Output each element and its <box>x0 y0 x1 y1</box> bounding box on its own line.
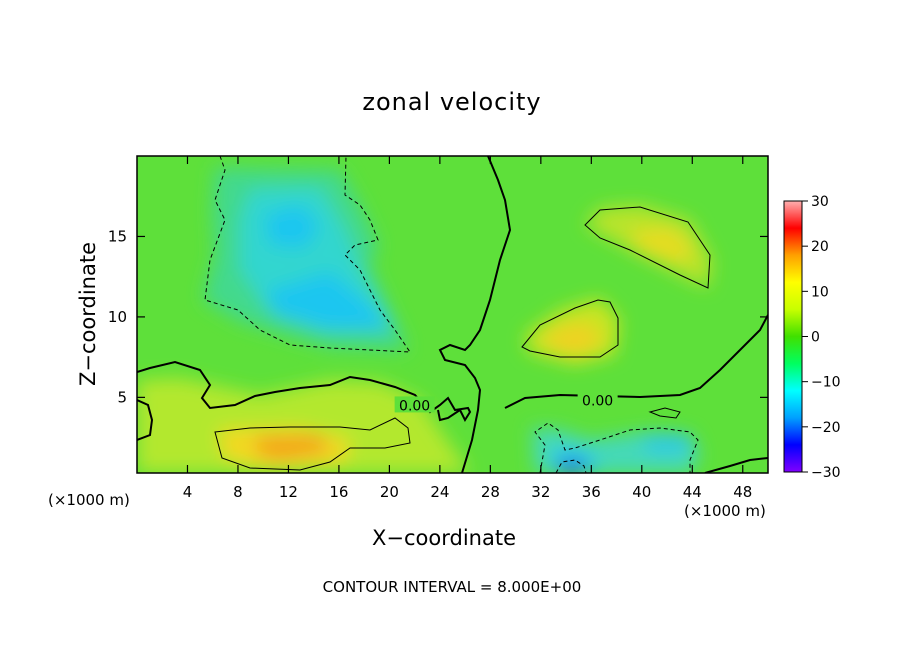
field-positive-upper-right-core <box>630 228 695 262</box>
contour-label: 0.00 <box>582 394 613 410</box>
field-negative-lower-right-core-2 <box>640 436 690 452</box>
colorbar-ticks: 30 20 10 0 −10 −20 −30 <box>802 194 841 481</box>
zero-contour-center <box>438 156 512 473</box>
field-positive-center-right-core <box>545 322 605 355</box>
contour-interval-text: CONTOUR INTERVAL = 8.000E+00 <box>322 578 582 596</box>
contour-pos-center-right <box>521 299 619 358</box>
x-unit-label-right: (×1000 m) <box>684 502 766 520</box>
colorbar-tick-label: −10 <box>811 375 841 391</box>
contour-neg-lower-right <box>534 422 699 473</box>
x-tick-label: 44 <box>683 483 702 501</box>
contour-pos-small-right <box>648 407 681 419</box>
field-negative-min <box>558 460 588 473</box>
y-tick-label: 5 <box>117 388 127 406</box>
x-axis-label: X−coordinate <box>372 526 516 550</box>
x-tick-label: 4 <box>183 483 193 501</box>
heatmap-field <box>137 168 712 473</box>
x-tick-label: 12 <box>279 483 298 501</box>
zero-contour-left <box>137 360 472 423</box>
colorbar-tick-label: −30 <box>811 465 841 481</box>
field-negative-core-2 <box>265 272 390 330</box>
contour-label: 0.00 <box>399 398 430 414</box>
zero-contour-bottom-left <box>137 399 154 441</box>
y-tick-label: 10 <box>108 308 127 326</box>
plot-frame <box>136 155 769 474</box>
colorbar-tick-label: 30 <box>811 194 829 210</box>
x-unit-label-left: (×1000 m) <box>48 491 130 509</box>
x-tick-label: 8 <box>233 483 243 501</box>
contour-label-bg <box>577 391 618 408</box>
zero-contour-bottom-right <box>704 457 768 473</box>
contour-pos-upper-right <box>584 206 711 289</box>
x-tick-label: 28 <box>481 483 500 501</box>
zero-contour-right <box>504 314 768 409</box>
field-negative-core-3 <box>265 205 320 248</box>
x-tick-label: 20 <box>380 483 399 501</box>
colorbar-tick-label: 0 <box>811 330 820 346</box>
chart-title: zonal velocity <box>362 88 542 116</box>
x-tick-label: 24 <box>430 483 449 501</box>
x-tick-label: 32 <box>531 483 550 501</box>
contour-label-bg <box>394 396 435 413</box>
colorbar-tick-label: −20 <box>811 420 841 436</box>
x-tick-label: 48 <box>733 483 752 501</box>
field-positive-hotspot-core <box>255 435 330 460</box>
colorbar-fill <box>783 200 803 473</box>
contour-neg-upper-left <box>204 156 411 353</box>
y-tick-label: 15 <box>108 227 127 245</box>
contour-pos-lower-left <box>214 417 411 471</box>
x-tick-label: 36 <box>582 483 601 501</box>
plot-area: 0.00 0.00 <box>137 156 768 473</box>
y-axis-label: Z−coordinate <box>76 242 100 386</box>
axis-ticks <box>137 156 768 473</box>
colorbar-tick-label: 10 <box>811 284 829 300</box>
contour-lines <box>137 156 768 473</box>
field-positive-lower-left <box>137 378 470 473</box>
contour-neg-min <box>555 459 587 473</box>
x-tick-label: 16 <box>329 483 348 501</box>
colorbar <box>783 200 803 473</box>
contour-labels-group: 0.00 0.00 <box>394 391 618 414</box>
x-tick-label: 40 <box>632 483 651 501</box>
colorbar-tick-label: 20 <box>811 239 829 255</box>
